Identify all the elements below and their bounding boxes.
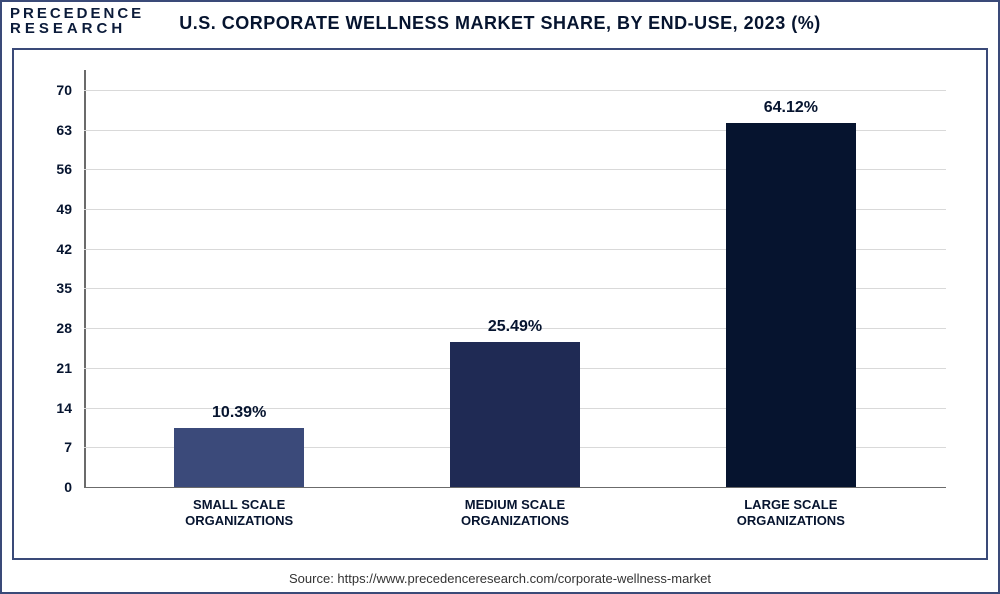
x-tick-label: MEDIUM SCALE ORGANIZATIONS: [461, 497, 569, 530]
y-tick-label: 7: [64, 439, 72, 455]
chart-title: U.S. CORPORATE WELLNESS MARKET SHARE, BY…: [2, 13, 998, 34]
y-tick-label: 70: [56, 82, 72, 98]
gridline: [84, 90, 946, 91]
y-tick-label: 0: [64, 479, 72, 495]
y-tick-label: 35: [56, 280, 72, 296]
brand-logo: PRECEDENCE RESEARCH: [10, 6, 144, 36]
outer-frame: PRECEDENCE RESEARCH U.S. CORPORATE WELLN…: [0, 0, 1000, 594]
bar-value-label: 10.39%: [212, 404, 266, 422]
y-axis-line: [84, 70, 86, 487]
inner-frame: 0 7 14 21 28 35 42 49 56 63 70 10.39% SMALL SCALE OR…: [12, 48, 988, 560]
y-tick-label: 49: [56, 201, 72, 217]
logo-line-1: PRECEDENCE: [10, 6, 144, 21]
y-tick-label: 56: [56, 161, 72, 177]
y-tick-label: 14: [56, 400, 72, 416]
bar: 10.39%: [174, 428, 304, 487]
x-tick-label: SMALL SCALE ORGANIZATIONS: [185, 497, 293, 530]
bar-value-label: 64.12%: [764, 99, 818, 117]
bar: 64.12%: [726, 123, 856, 487]
header: PRECEDENCE RESEARCH U.S. CORPORATE WELLN…: [2, 2, 998, 44]
source-text: Source: https://www.precedenceresearch.c…: [2, 571, 998, 586]
x-tick-label: LARGE SCALE ORGANIZATIONS: [737, 497, 845, 530]
bar-value-label: 25.49%: [488, 318, 542, 336]
bar: 25.49%: [450, 342, 580, 487]
y-tick-label: 63: [56, 122, 72, 138]
y-tick-label: 28: [56, 320, 72, 336]
plot-area: 0714212835424956637010.39%SMALL SCALE OR…: [84, 70, 946, 488]
y-tick-label: 42: [56, 241, 72, 257]
y-tick-label: 21: [56, 360, 72, 376]
logo-line-2: RESEARCH: [10, 21, 144, 36]
